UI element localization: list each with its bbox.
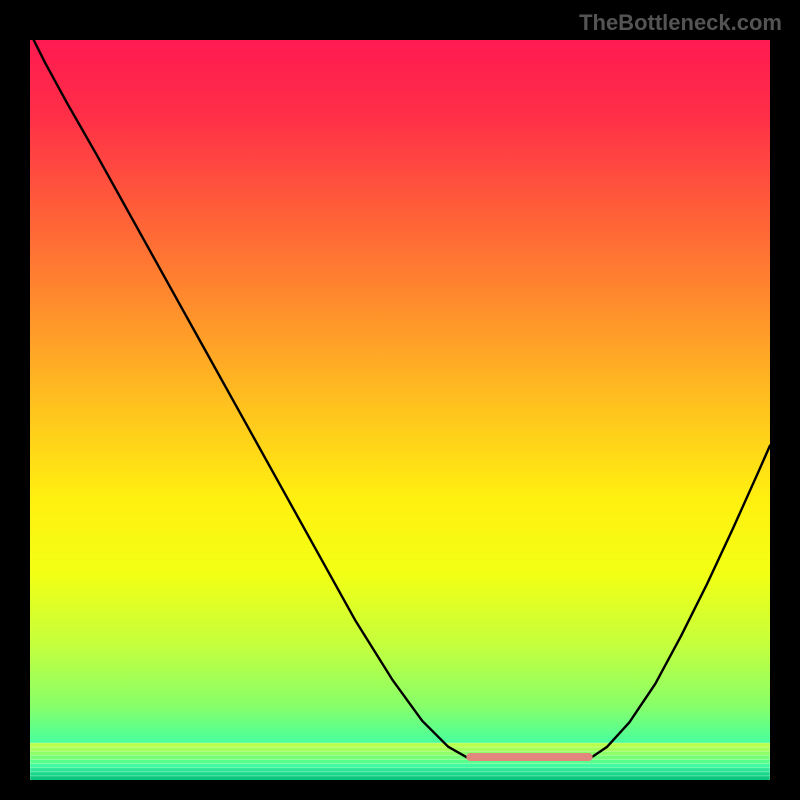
bottleneck-curve-chart <box>30 40 770 780</box>
gradient-background <box>30 40 770 780</box>
chart-svg <box>30 40 770 780</box>
green-band <box>30 743 770 780</box>
stage: TheBottleneck.com <box>0 0 800 800</box>
watermark-text: TheBottleneck.com <box>579 10 782 36</box>
